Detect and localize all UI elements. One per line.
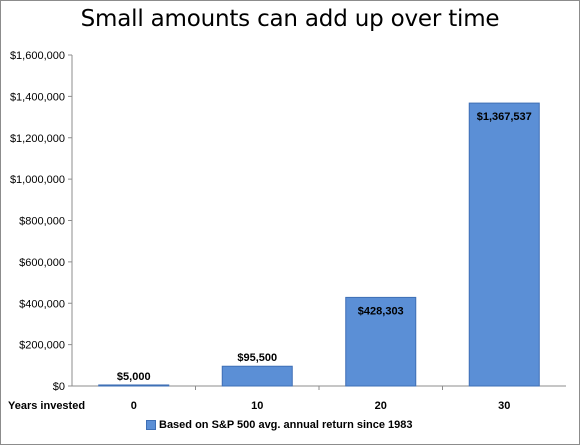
bar-data-label: $5,000: [117, 371, 151, 383]
y-tick-label: $1,200,000: [10, 133, 65, 145]
x-category-label: 0: [131, 400, 137, 412]
bar-data-label: $1,367,537: [477, 111, 532, 123]
y-tick-label: $600,000: [19, 257, 65, 269]
chart-title: Small amounts can add up over time: [80, 6, 500, 32]
bar-data-label: $95,500: [237, 352, 277, 364]
x-axis-label: Years invested: [8, 400, 85, 412]
bar: [468, 102, 540, 387]
bar: [345, 296, 417, 387]
y-tick-label: $1,600,000: [10, 50, 65, 62]
legend: Based on S&P 500 avg. annual return sinc…: [146, 419, 413, 431]
y-tick-label: $0: [53, 381, 65, 393]
y-tick-label: $400,000: [19, 298, 65, 310]
y-tick-label: $1,400,000: [10, 91, 65, 103]
x-category-label: 30: [498, 400, 510, 412]
legend-swatch: [146, 420, 156, 430]
y-tick-label: $800,000: [19, 216, 65, 228]
bar: [98, 384, 170, 387]
x-category-label: 10: [251, 400, 263, 412]
bar-data-label: $428,303: [358, 305, 404, 317]
y-tick-label: $1,000,000: [10, 174, 65, 186]
bar: [221, 365, 293, 387]
legend-label: Based on S&P 500 avg. annual return sinc…: [159, 419, 413, 431]
x-category-label: 20: [375, 400, 387, 412]
y-tick-label: $200,000: [19, 340, 65, 352]
